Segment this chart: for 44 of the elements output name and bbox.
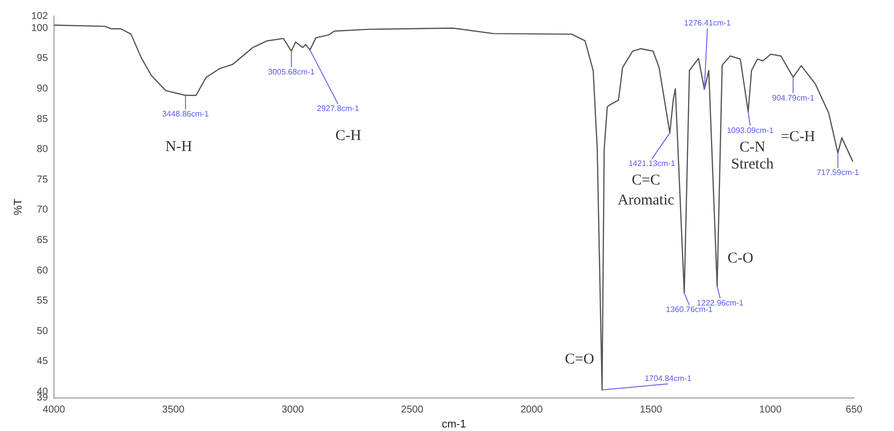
annotation: Aromatic — [618, 192, 675, 208]
annotation: 1276.41cm-1 — [684, 18, 732, 28]
y-tick-label: 90 — [36, 83, 48, 94]
x-tick-label: 1500 — [640, 404, 663, 416]
annotation: C-N — [739, 140, 766, 156]
x-tick-label: 3000 — [282, 404, 304, 416]
annotation: 2927.8cm-1 — [316, 104, 360, 114]
y-tick-label: 70 — [36, 204, 48, 216]
annotation: C=O — [564, 352, 594, 368]
y-tick-label: 55 — [36, 296, 48, 307]
annotation: C-O — [727, 250, 754, 266]
y-tick-label: 45 — [36, 356, 48, 368]
y-tick-label: 80 — [36, 144, 48, 156]
y-tick-label: 95 — [36, 53, 48, 64]
x-tick-label: 2000 — [520, 404, 544, 416]
y-tick-label: 39 — [36, 392, 48, 404]
annotation: 717.59cm-1 — [816, 168, 860, 178]
y-tick-label: 100 — [31, 22, 48, 34]
annotation: 904.79cm-1 — [772, 93, 815, 102]
y-tick-label: 75 — [36, 174, 48, 186]
x-axis-title: cm-1 — [442, 418, 466, 430]
x-tick-label: 3500 — [162, 404, 185, 416]
annotation: C=C — [632, 172, 660, 188]
annotation: 1421.13cm-1 — [628, 159, 676, 168]
x-tick-label: 4000 — [42, 404, 66, 416]
y-axis-title: %T — [12, 198, 25, 216]
y-tick-label: 50 — [36, 326, 48, 337]
y-tick-label: 60 — [36, 265, 48, 276]
annotation: 1360.76cm-1 — [666, 305, 714, 314]
annotation: =C-H — [780, 128, 816, 145]
annotation: N-H — [165, 138, 192, 155]
y-tick-label: 85 — [36, 114, 48, 125]
annotation: 1704.84cm-1 — [644, 374, 692, 384]
annotation: 3448.86cm-1 — [162, 110, 210, 119]
annotation: 1093.09cm-1 — [726, 126, 774, 135]
x-tick-label: 2500 — [401, 404, 424, 416]
annotation: Stretch — [731, 156, 774, 172]
annotation: 3005.68cm-1 — [268, 67, 316, 76]
x-tick-label: 1000 — [759, 404, 782, 416]
y-tick-label: 65 — [36, 234, 48, 246]
annotation: 1222.96cm-1 — [696, 298, 744, 308]
x-tick-label: 650 — [846, 404, 863, 416]
annotation: C-H — [335, 128, 362, 144]
y-tick-label: 102 — [31, 10, 48, 22]
